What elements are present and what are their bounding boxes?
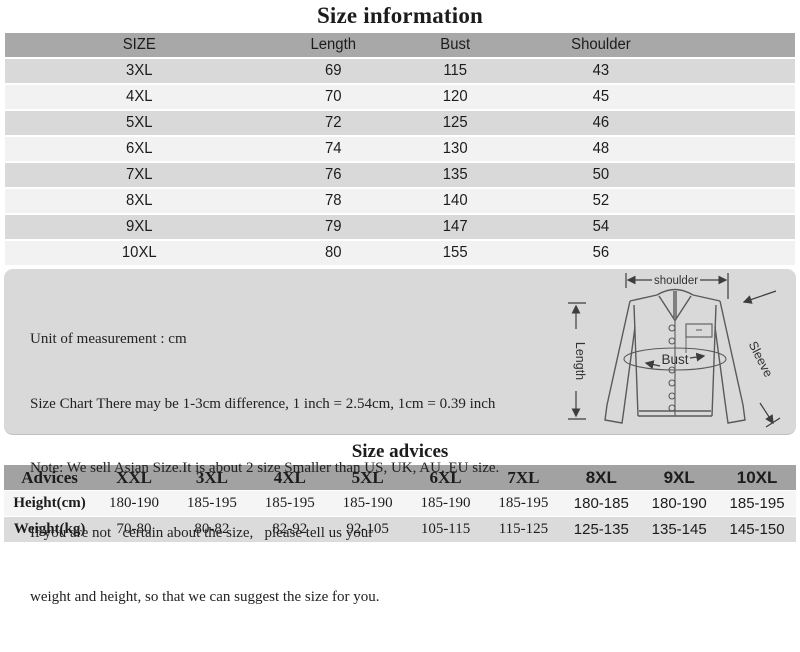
height-cell: 185-195 [264, 495, 315, 511]
length-cell: 78 [324, 192, 342, 209]
shoulder-label: shoulder [654, 275, 698, 287]
advice-col-3xl: 3XL [195, 467, 228, 487]
size-row-10xl: 10XL 80 155 56 [5, 241, 795, 265]
column-header-shoulder: Shoulder [571, 36, 632, 53]
advice-col-9xl: 9XL [663, 467, 695, 487]
size-row-7xl: 7XL 76 135 50 [5, 163, 795, 187]
weight-cell: 105-115 [420, 521, 471, 537]
length-label: Length [573, 342, 587, 380]
jacket-outline [604, 288, 746, 424]
height-cell: 185-195 [498, 495, 549, 511]
size-advices-table: Advices XXL 3XL 4XL 5XL 6XL 7XL 8XL 9XL … [4, 464, 796, 543]
weight-cell: 70-80 [116, 521, 152, 537]
column-header-spacer [687, 33, 793, 57]
size-row-9xl: 9XL 79 147 54 [5, 215, 795, 239]
weight-cell: 135-145 [651, 521, 707, 538]
weight-cell: 125-135 [573, 521, 629, 538]
size-advices-block: Size advices Advices XXL 3XL 4XL 5XL 6XL… [4, 439, 796, 543]
size-cell: 8XL [126, 192, 153, 209]
length-cell: 80 [324, 244, 342, 261]
size-advices-title: Size advices [351, 441, 449, 462]
size-row-5xl: 5XL 72 125 46 [5, 111, 795, 135]
bust-cell: 147 [442, 218, 468, 235]
bust-cell: 125 [442, 114, 468, 131]
advice-col-6xl: 6XL [429, 467, 462, 487]
weight-cell: 92-105 [346, 521, 389, 537]
bust-label: Bust [661, 352, 688, 367]
advice-col-5xl: 5XL [351, 467, 384, 487]
column-header-length: Length [310, 36, 356, 53]
page-title: Size information [316, 3, 484, 28]
length-cell: 70 [324, 88, 342, 105]
size-cell: 10XL [121, 244, 157, 261]
height-row: Height(cm) 180-190 185-195 185-195 185-1… [4, 491, 796, 516]
measure-guides [568, 273, 781, 428]
size-table: SIZE Length Bust Shoulder 3XL 69 115 43 … [5, 31, 795, 267]
measurement-notes: Unit of measurement : cm Size Chart Ther… [30, 286, 499, 652]
advice-col-advices: Advices [21, 467, 78, 487]
height-cell: 185-195 [186, 495, 237, 511]
height-cell: 180-190 [109, 495, 160, 511]
length-cell: 72 [324, 114, 342, 131]
garment-measurement-diagram: shoulder Length Bust Sleeve [568, 273, 781, 428]
shoulder-cell: 56 [593, 244, 610, 261]
size-cell: 9XL [126, 218, 153, 235]
note-line: Note: We sell Asian Size.It is about 2 s… [30, 460, 500, 476]
size-table-header-row: SIZE Length Bust Shoulder [5, 33, 795, 57]
height-cell: 185-190 [420, 495, 471, 511]
shoulder-cell: 46 [593, 114, 610, 131]
size-info-page: Size information SIZE Length Bust Should… [0, 3, 800, 605]
advice-header-row: Advices XXL 3XL 4XL 5XL 6XL 7XL 8XL 9XL … [4, 465, 796, 490]
height-cell: 185-190 [342, 495, 393, 511]
size-cell: 7XL [126, 166, 153, 183]
weight-row-label: Weight(kg) [13, 521, 86, 537]
column-header-bust: Bust [440, 36, 471, 53]
height-cell: 185-195 [729, 495, 785, 512]
bust-cell: 135 [442, 166, 468, 183]
advice-col-10xl: 10XL [736, 467, 778, 487]
size-cell: 5XL [126, 114, 153, 131]
weight-cell: 115-125 [498, 521, 549, 537]
shoulder-cell: 54 [593, 218, 610, 235]
bust-cell: 130 [442, 140, 468, 157]
column-header-size: SIZE [122, 36, 156, 53]
advice-col-8xl: 8XL [585, 467, 617, 487]
advice-col-7xl: 7XL [507, 467, 540, 487]
shoulder-cell: 43 [593, 62, 610, 79]
height-cell: 180-190 [651, 495, 707, 512]
size-row-3xl: 3XL 69 115 43 [5, 59, 795, 83]
note-line: weight and height, so that we can sugges… [30, 589, 380, 605]
bust-cell: 155 [442, 244, 468, 261]
size-row-4xl: 4XL 70 120 45 [5, 85, 795, 109]
note-line: Unit of measurement : cm [30, 331, 187, 347]
weight-row: Weight(kg) 70-80 80-82 82-92 92-105 105-… [4, 517, 796, 542]
height-cell: 180-185 [573, 495, 629, 512]
height-row-label: Height(cm) [13, 495, 86, 511]
weight-cell: 145-150 [729, 521, 785, 538]
size-row-8xl: 8XL 78 140 52 [5, 189, 795, 213]
note-line: Size Chart There may be 1-3cm difference… [30, 395, 496, 412]
sleeve-label: Sleeve [746, 339, 776, 379]
bust-cell: 140 [442, 192, 468, 209]
size-cell: 3XL [126, 62, 153, 79]
weight-cell: 80-82 [194, 521, 230, 537]
length-cell: 79 [324, 218, 342, 235]
note-line: If you are not certain about the size, p… [30, 524, 374, 541]
shoulder-cell: 45 [593, 88, 610, 105]
weight-cell: 82-92 [272, 521, 308, 537]
length-cell: 69 [324, 62, 342, 79]
length-cell: 74 [324, 140, 342, 157]
size-cell: 4XL [126, 88, 153, 105]
advice-col-xxl: XXL [116, 467, 152, 487]
length-cell: 76 [324, 166, 342, 183]
shoulder-cell: 48 [593, 140, 610, 157]
notes-band: Unit of measurement : cm Size Chart Ther… [4, 269, 796, 605]
shoulder-cell: 52 [593, 192, 610, 209]
bust-cell: 120 [442, 88, 468, 105]
size-cell: 6XL [126, 140, 153, 157]
advice-col-4xl: 4XL [273, 467, 306, 487]
bust-cell: 115 [443, 62, 468, 79]
shoulder-cell: 50 [593, 166, 610, 183]
size-row-6xl: 6XL 74 130 48 [5, 137, 795, 161]
